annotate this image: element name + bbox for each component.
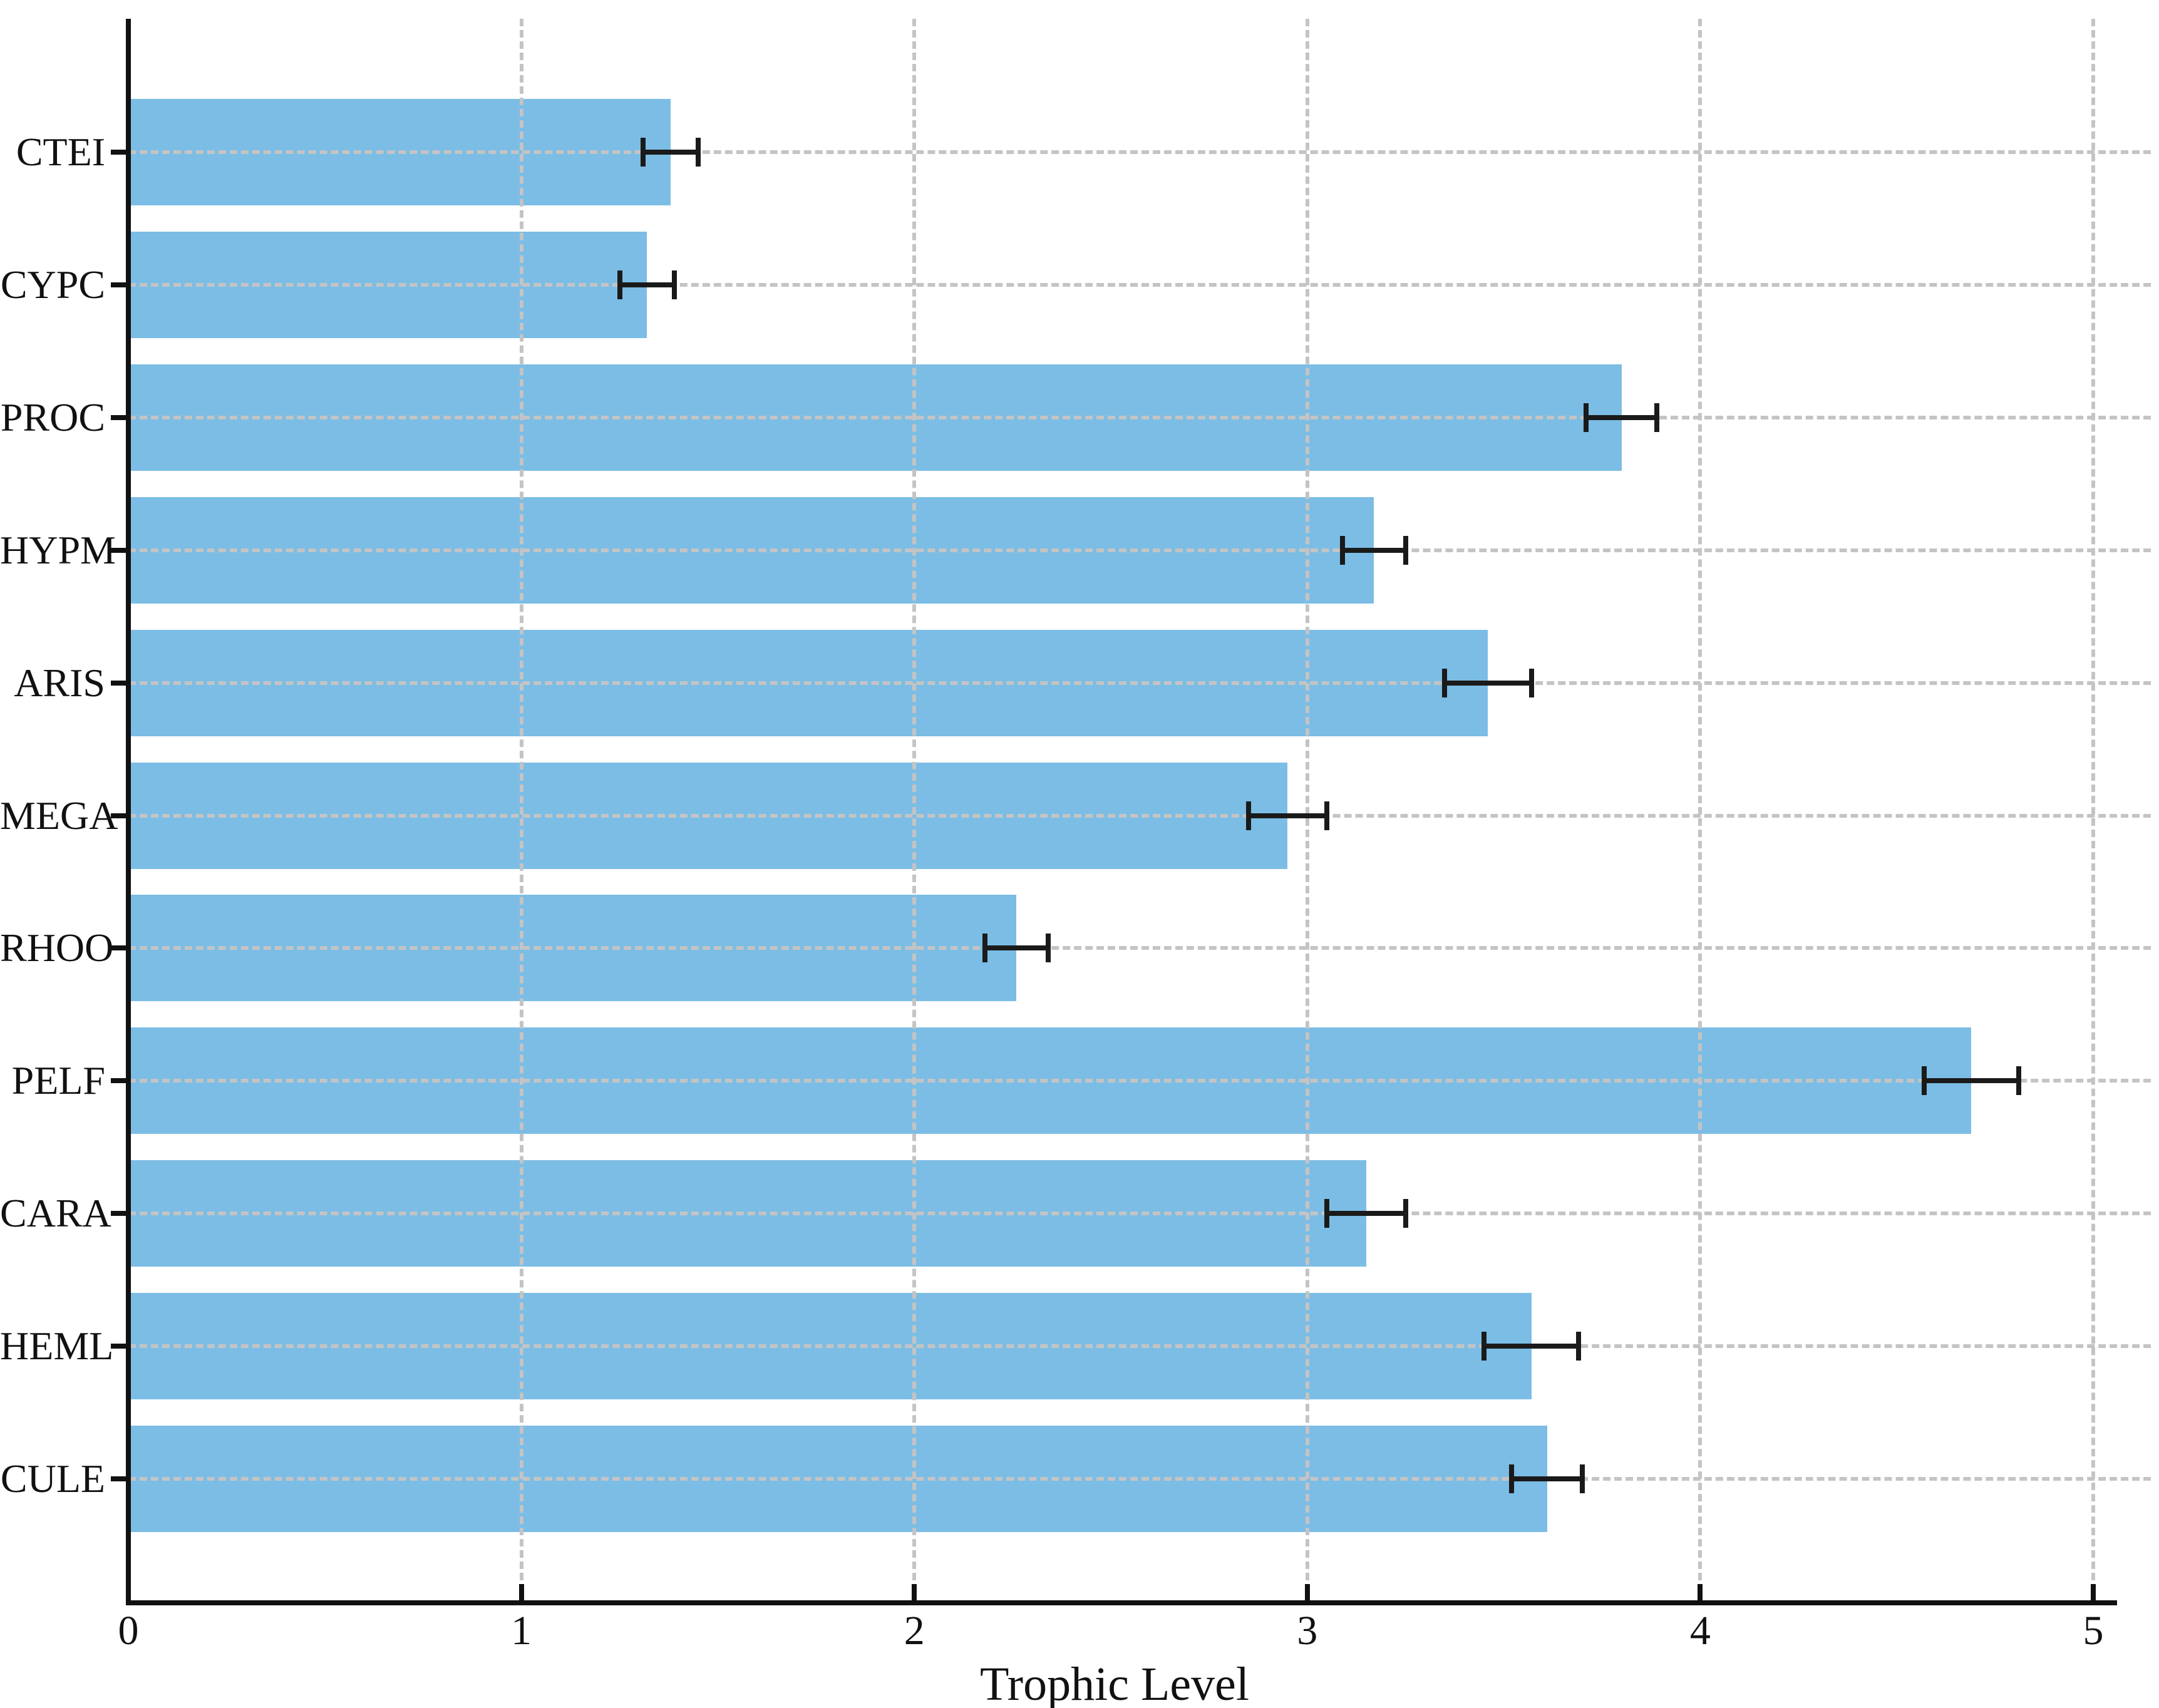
h-gridline-CTEI — [128, 150, 2151, 154]
category-label-CYPC: CYPC — [0, 262, 105, 307]
error-bar-cap-low-ARIS — [1442, 668, 1448, 697]
error-bar-CTEI — [643, 150, 698, 155]
category-label-PELF: PELF — [11, 1058, 105, 1103]
error-bar-CULE — [1512, 1476, 1583, 1481]
error-bar-cap-high-PELF — [2016, 1066, 2021, 1096]
category-label-CTEI: CTEI — [16, 130, 105, 174]
x-axis-line — [126, 1600, 2117, 1605]
error-bar-cap-high-HYPM — [1403, 535, 1408, 565]
error-bar-CARA — [1327, 1211, 1406, 1217]
x-tick-5 — [2091, 1584, 2096, 1603]
error-bar-cap-high-RHOO — [1045, 934, 1051, 963]
y-tick-HEML — [111, 1344, 128, 1349]
y-tick-ARIS — [111, 680, 128, 686]
error-bar-cap-high-CYPC — [672, 270, 678, 299]
error-bar-PELF — [1924, 1078, 2019, 1084]
x-tick-3 — [1304, 1584, 1310, 1603]
category-label-HYPM: HYPM — [0, 527, 116, 572]
y-tick-CYPC — [111, 282, 128, 287]
y-axis-line — [126, 19, 131, 1605]
error-bar-cap-low-HYPM — [1340, 535, 1346, 565]
category-label-CULE: CULE — [0, 1456, 105, 1501]
error-bar-HYPM — [1342, 547, 1406, 553]
y-tick-RHOO — [111, 945, 128, 951]
h-gridline-HEML — [128, 1344, 2151, 1349]
y-tick-HYPM — [111, 547, 128, 553]
x-tick-2 — [912, 1584, 917, 1603]
category-label-MEGA: MEGA — [0, 793, 118, 838]
x-tick-4 — [1698, 1584, 1703, 1603]
x-axis-label: Trophic Level — [980, 1658, 1249, 1708]
y-tick-MEGA — [111, 813, 128, 818]
h-gridline-CULE — [128, 1477, 2151, 1481]
x-tick-label-1: 1 — [511, 1608, 532, 1654]
x-tick-label-5: 5 — [2083, 1608, 2104, 1654]
error-bar-cap-low-CARA — [1324, 1199, 1330, 1228]
error-bar-MEGA — [1248, 813, 1327, 818]
error-bar-cap-high-CARA — [1403, 1199, 1408, 1228]
x-tick-label-0: 0 — [118, 1608, 139, 1654]
y-tick-PELF — [111, 1078, 128, 1084]
error-bar-cap-high-ARIS — [1528, 668, 1534, 697]
error-bar-cap-low-RHOO — [982, 934, 988, 963]
error-bar-cap-high-CULE — [1580, 1464, 1585, 1493]
v-gridline-2 — [912, 19, 917, 1603]
x-tick-label-2: 2 — [904, 1608, 925, 1654]
v-gridline-3 — [1305, 19, 1309, 1603]
h-gridline-HYPM — [128, 548, 2151, 552]
x-tick-1 — [518, 1584, 524, 1603]
error-bar-cap-low-MEGA — [1245, 801, 1251, 830]
y-tick-CARA — [111, 1211, 128, 1217]
h-gridline-RHOO — [128, 946, 2151, 950]
h-gridline-PROC — [128, 415, 2151, 419]
v-gridline-5 — [2091, 19, 2095, 1603]
x-tick-label-4: 4 — [1689, 1608, 1711, 1654]
error-bar-cap-low-HEML — [1481, 1332, 1487, 1361]
error-bar-cap-low-PROC — [1584, 403, 1589, 432]
error-bar-PROC — [1586, 414, 1657, 420]
error-bar-cap-high-HEML — [1575, 1332, 1581, 1361]
y-tick-CTEI — [111, 150, 128, 155]
error-bar-HEML — [1484, 1344, 1579, 1349]
category-label-PROC: PROC — [0, 394, 105, 440]
v-gridline-4 — [1698, 19, 1703, 1603]
v-gridline-1 — [519, 19, 523, 1603]
error-bar-cap-low-CULE — [1509, 1464, 1515, 1493]
category-label-HEML: HEML — [0, 1324, 114, 1369]
category-label-RHOO: RHOO — [0, 925, 114, 970]
error-bar-cap-high-CTEI — [696, 138, 701, 167]
category-label-CARA: CARA — [0, 1191, 111, 1236]
error-bar-RHOO — [985, 945, 1048, 951]
error-bar-cap-low-CYPC — [617, 270, 622, 299]
y-tick-PROC — [111, 414, 128, 420]
category-label-ARIS: ARIS — [14, 660, 105, 705]
error-bar-CYPC — [619, 282, 675, 287]
y-tick-CULE — [111, 1476, 128, 1481]
h-gridline-MEGA — [128, 813, 2151, 818]
x-tick-label-3: 3 — [1297, 1608, 1318, 1654]
error-bar-cap-low-PELF — [1922, 1066, 1927, 1096]
error-bar-cap-high-PROC — [1654, 403, 1660, 432]
h-gridline-CARA — [128, 1212, 2151, 1216]
h-gridline-CYPC — [128, 282, 2151, 287]
h-gridline-ARIS — [128, 681, 2151, 685]
error-bar-ARIS — [1445, 680, 1532, 686]
error-bar-cap-high-MEGA — [1324, 801, 1330, 830]
error-bar-cap-low-CTEI — [641, 138, 646, 167]
h-gridline-PELF — [128, 1079, 2151, 1083]
